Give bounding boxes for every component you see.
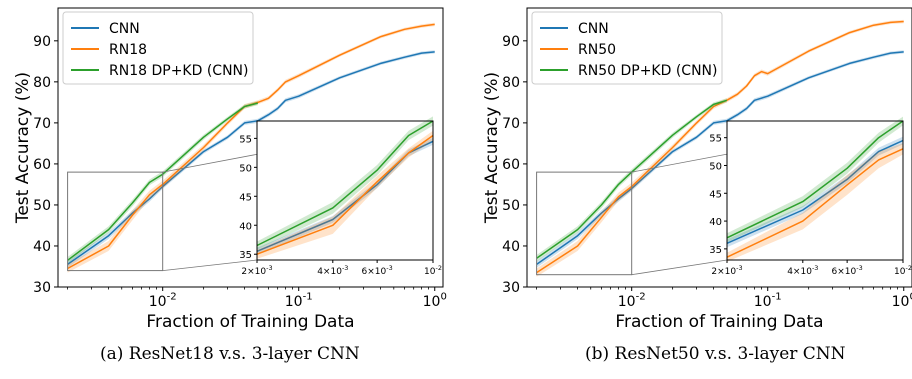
inset-x-tick-label-3: 10-2 — [424, 264, 442, 277]
series-band-1 — [536, 19, 904, 277]
x-axis-label: Fraction of Training Data — [146, 312, 354, 332]
inset-y-tick-label-4: 55 — [239, 134, 252, 145]
inset-x-tick-label-2: 6×10-3 — [832, 264, 863, 277]
legend-label-0: CNN — [578, 21, 609, 37]
legend: CNN RN18 RN18 DP+KD (CNN) — [62, 11, 254, 85]
inset-frame — [726, 120, 904, 261]
inset-y-tick-label-1: 40 — [709, 217, 722, 228]
zoom-region-box — [67, 171, 164, 272]
x-tick-label-2: 100 — [892, 292, 912, 310]
inset-x-tick-label-3: 10-2 — [894, 264, 912, 277]
y-tick-label-1: 40 — [502, 239, 520, 255]
x-tick-label-0: 10-2 — [149, 292, 177, 310]
caption-b: (b) ResNet50 v.s. 3-layer CNN — [585, 344, 846, 364]
y-axis-label: Test Accuracy (%) — [482, 72, 502, 224]
legend-label-2: RN18 DP+KD (CNN) — [109, 63, 248, 79]
axes-frame — [526, 7, 912, 288]
inset-y-tick-label-0: 35 — [239, 250, 252, 261]
y-axis-label: Test Accuracy (%) — [13, 72, 33, 224]
inset-y-tick-label-1: 40 — [239, 221, 252, 232]
y-tick-label-5: 80 — [33, 75, 51, 91]
legend-label-2: RN50 DP+KD (CNN) — [578, 63, 717, 79]
x-axis-label: Fraction of Training Data — [615, 312, 823, 332]
legend-label-0: CNN — [109, 21, 140, 37]
y-tick-label-4: 70 — [502, 116, 520, 132]
legend-label-1: RN18 — [109, 42, 147, 58]
legend-box — [531, 11, 723, 85]
inset-x-tick-label-1: 4×10-3 — [787, 264, 818, 277]
inset-background — [727, 121, 903, 260]
chart-panel-b: 30 40 50 60 70 80 90 10-2 10-1 100 Fraction of Tra… — [482, 7, 912, 332]
y-tick-label-0: 30 — [502, 280, 520, 296]
y-tick-label-4: 70 — [33, 116, 51, 132]
zoom-connector-bottom — [631, 259, 728, 276]
chart-panel-a: 30 40 50 60 70 80 90 10-2 10-1 100 Fraction of Tra… — [13, 7, 447, 332]
inset-series-band-1 — [257, 130, 433, 259]
inset-x-tick-label-0: 2×10-3 — [711, 264, 742, 277]
inset-axes: 35 40 45 50 55 2×10-3 4×10-3 6×10-3 10-2 — [239, 116, 442, 277]
series-band-2 — [536, 98, 727, 262]
x-tick-label-1: 10-1 — [754, 292, 782, 310]
zoom-region-box — [536, 171, 633, 276]
inset-background — [257, 121, 433, 260]
inset-series-band-1 — [727, 143, 903, 262]
inset-axes: 35 40 45 50 55 2×10-3 4×10-3 6×10-3 10-2 — [709, 116, 912, 277]
y-tick-label-6: 90 — [33, 34, 51, 50]
y-tick-label-1: 40 — [33, 239, 51, 255]
y-tick-label-0: 30 — [33, 280, 51, 296]
legend-box — [62, 11, 254, 85]
y-tick-label-2: 50 — [502, 198, 520, 214]
zoom-connector-bottom — [162, 259, 258, 271]
inset-y-tick-label-4: 55 — [709, 134, 722, 145]
legend-label-1: RN50 — [578, 42, 616, 58]
inset-y-tick-label-2: 45 — [709, 189, 722, 200]
caption-a: (a) ResNet18 v.s. 3-layer CNN — [100, 344, 360, 364]
axes-frame — [57, 7, 444, 288]
inset-y-tick-label-3: 50 — [239, 163, 252, 174]
series-line-1 — [67, 23, 435, 270]
inset-y-tick-label-2: 45 — [239, 192, 252, 203]
inset-y-tick-label-3: 50 — [709, 161, 722, 172]
y-tick-label-6: 90 — [502, 34, 520, 50]
inset-y-tick-label-0: 35 — [709, 245, 722, 256]
series-line-0 — [67, 51, 435, 266]
legend: CNN RN50 RN50 DP+KD (CNN) — [531, 11, 723, 85]
inset-frame — [256, 120, 434, 261]
x-tick-label-1: 10-1 — [285, 292, 313, 310]
inset-x-tick-label-2: 6×10-3 — [362, 264, 393, 277]
y-tick-label-2: 50 — [33, 198, 51, 214]
x-tick-label-0: 10-2 — [618, 292, 646, 310]
x-tick-label-2: 100 — [423, 292, 447, 310]
y-tick-label-5: 80 — [502, 75, 520, 91]
inset-x-tick-label-0: 2×10-3 — [241, 264, 272, 277]
y-tick-label-3: 60 — [33, 157, 51, 173]
inset-x-tick-label-1: 4×10-3 — [317, 264, 348, 277]
y-tick-label-3: 60 — [502, 157, 520, 173]
